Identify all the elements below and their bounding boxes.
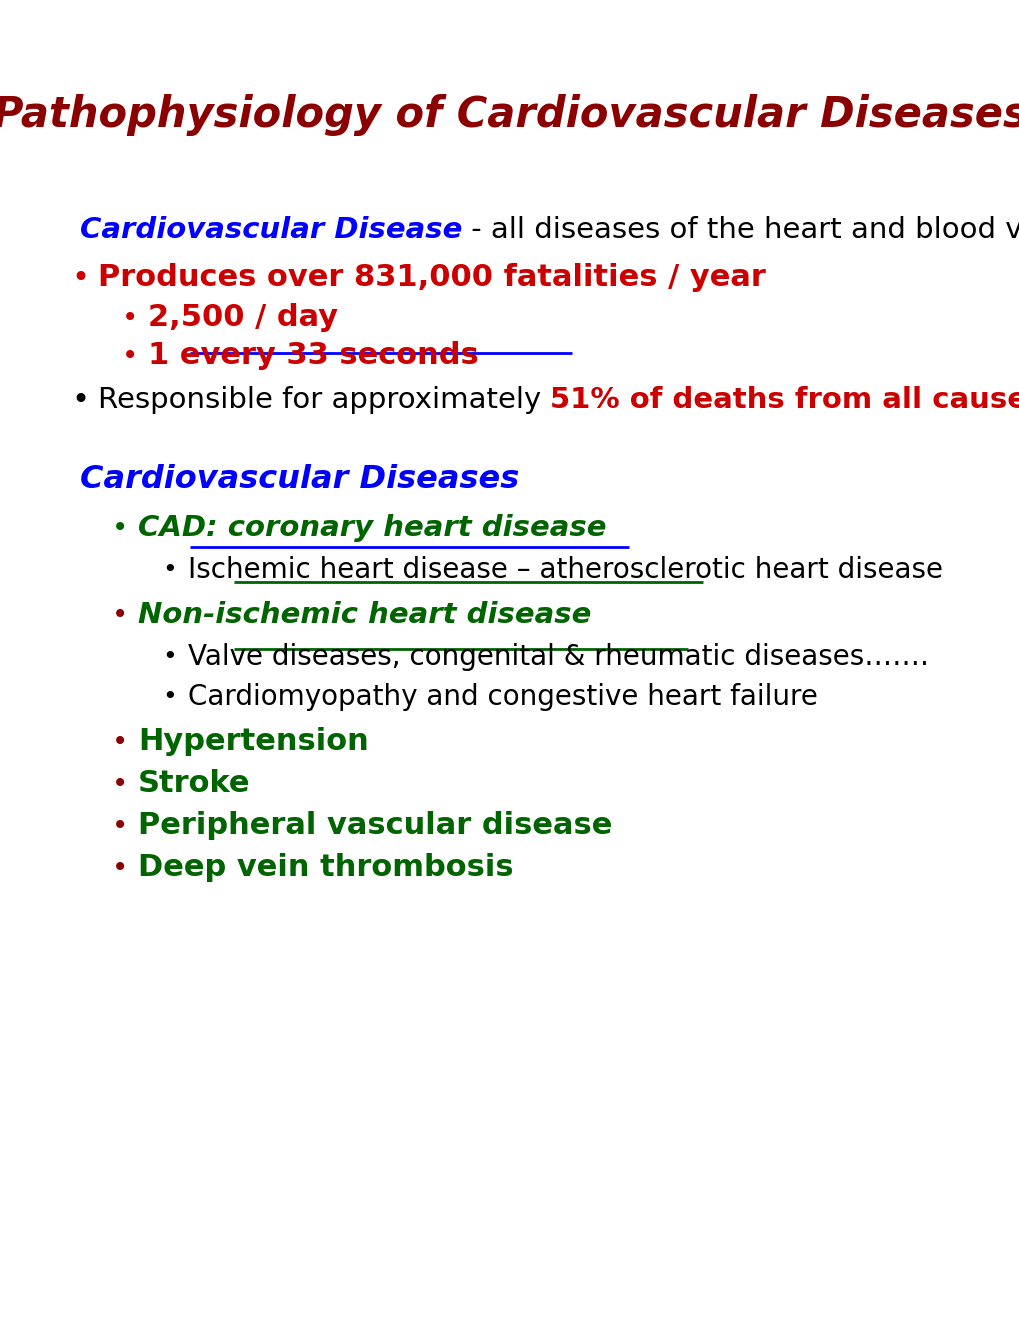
Text: Produces over 831,000 fatalities / year: Produces over 831,000 fatalities / year (98, 264, 765, 293)
Text: Cardiomyopathy and congestive heart failure: Cardiomyopathy and congestive heart fail… (187, 682, 817, 711)
Text: •: • (112, 770, 128, 799)
Text: •: • (162, 685, 177, 709)
Text: Non-ischemic heart disease: Non-ischemic heart disease (138, 601, 591, 630)
Text: Stroke: Stroke (138, 770, 251, 799)
Text: •: • (112, 729, 128, 756)
Text: Cardiovascular Diseases: Cardiovascular Diseases (79, 465, 519, 495)
Text: Ischemic heart disease – atherosclerotic heart disease: Ischemic heart disease – atherosclerotic… (187, 556, 943, 583)
Text: Cardiovascular Disease: Cardiovascular Disease (79, 216, 462, 244)
Text: CAD: coronary heart disease: CAD: coronary heart disease (138, 513, 606, 543)
Text: - all diseases of the heart and blood vessels.: - all diseases of the heart and blood ve… (462, 216, 1019, 244)
Text: Peripheral vascular disease: Peripheral vascular disease (138, 812, 611, 841)
Text: Responsible for approximately: Responsible for approximately (98, 385, 550, 414)
Text: •: • (112, 812, 128, 840)
Text: 51% of deaths from all causes: 51% of deaths from all causes (550, 385, 1019, 414)
Text: •: • (112, 854, 128, 882)
Text: Hypertension: Hypertension (138, 727, 369, 756)
Text: •: • (71, 264, 89, 293)
Text: Valve diseases, congenital & rheumatic diseases…….: Valve diseases, congenital & rheumatic d… (187, 643, 928, 671)
Text: •: • (162, 558, 177, 582)
Text: 1 every 33 seconds: 1 every 33 seconds (148, 342, 478, 371)
Text: •: • (71, 385, 89, 414)
Text: Pathophysiology of Cardiovascular Diseases: Pathophysiology of Cardiovascular Diseas… (0, 94, 1019, 136)
Text: •: • (112, 513, 128, 543)
Text: •: • (162, 645, 177, 669)
Text: Deep vein thrombosis: Deep vein thrombosis (138, 854, 514, 883)
Text: •: • (121, 304, 138, 333)
Text: •: • (121, 342, 138, 370)
Text: •: • (112, 601, 128, 630)
Text: 2,500 / day: 2,500 / day (148, 304, 337, 333)
